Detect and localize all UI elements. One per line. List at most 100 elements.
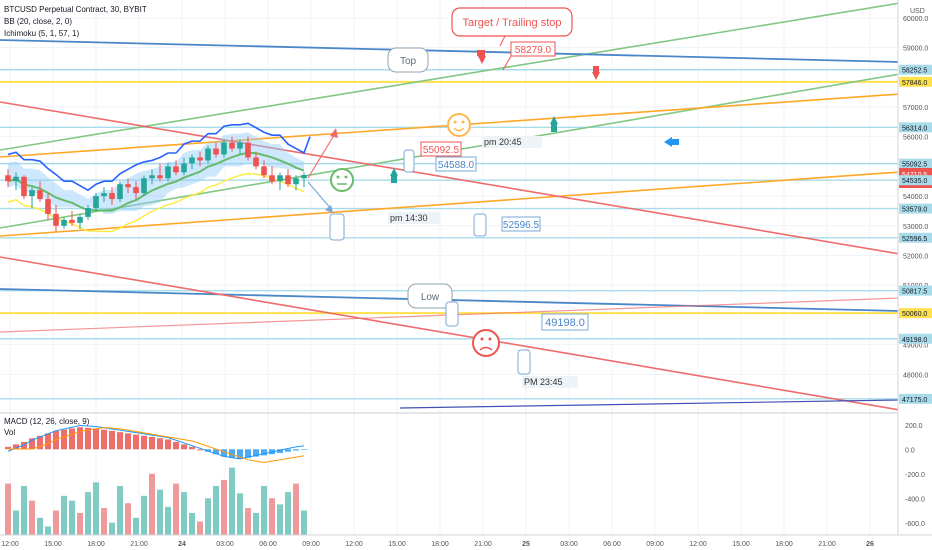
low-callout: [407, 283, 453, 309]
time-tick-label: 09:00: [302, 541, 320, 548]
time-tick-label: 18:00: [431, 541, 449, 548]
time-tick-label: 12:00: [345, 541, 363, 548]
candle-body: [37, 190, 43, 200]
time-tick-label: 09:00: [646, 541, 664, 548]
macd-histogram-bar: [293, 449, 299, 451]
label-52596: [501, 216, 541, 232]
price-tick-label: 60000.0: [903, 16, 928, 23]
volume-bar: [13, 510, 19, 535]
volume-bar: [5, 483, 11, 535]
candle-body: [5, 175, 11, 182]
macd-pane: [5, 425, 307, 535]
level-price-tag: [899, 122, 932, 133]
up-arrow-icon: [550, 116, 558, 124]
volume-bar: [181, 492, 187, 535]
candle-body: [213, 148, 219, 155]
macd-histogram-bar: [85, 427, 91, 450]
candle-body: [117, 184, 123, 200]
macd-tick-label: 0.0: [905, 447, 915, 454]
candle-body: [61, 219, 67, 226]
macd-histogram-bar: [21, 441, 27, 450]
time-tick-label: 12:00: [1, 541, 19, 548]
volume-bar: [45, 526, 51, 535]
macd-tick-label: -600.0: [905, 521, 925, 528]
candle-body: [77, 216, 83, 223]
volume-bar: [133, 517, 139, 535]
volume-bar: [205, 498, 211, 535]
macd-tick-label: 200.0: [905, 423, 923, 430]
level-price-label: 52596.5: [902, 236, 927, 243]
level-price-label: 53579.0: [902, 207, 927, 214]
volume-bar: [69, 500, 75, 535]
candle-body: [285, 175, 291, 185]
candle-body: [29, 190, 35, 197]
candle-body: [93, 196, 99, 208]
volume-bar: [245, 508, 251, 535]
signal-line: [8, 426, 305, 464]
macd-histogram-bar: [37, 435, 43, 450]
candle-body: [253, 157, 259, 167]
time-tick-label: 18:00: [775, 541, 793, 548]
candle-body: [125, 184, 131, 188]
price-tick-label: 54000.0: [903, 194, 928, 201]
grid: [0, 0, 898, 535]
hand-pointer-icon: [473, 213, 487, 237]
time-tick-label: 15:00: [44, 541, 62, 548]
macd-histogram-bar: [29, 438, 35, 450]
candle-body: [173, 166, 179, 173]
volume-bar: [165, 506, 171, 535]
macd-histogram-bar: [237, 449, 243, 460]
macd-tick-label: -400.0: [905, 496, 925, 503]
macd-legend: MACD (12, 26, close, 9) Vol: [4, 416, 89, 438]
volume-bar: [261, 486, 267, 535]
volume-bar: [53, 510, 59, 535]
red-line-lower: [0, 256, 901, 411]
candle-body: [13, 176, 19, 182]
level-price-tag: [899, 393, 932, 404]
volume-bar: [301, 510, 307, 535]
svg-text:Low: Low: [421, 292, 440, 303]
candle-body: [149, 175, 155, 179]
volume-bar: [117, 486, 123, 535]
level-price-label: 47175.0: [902, 397, 927, 404]
candle-body: [109, 193, 115, 200]
candle-body: [189, 157, 195, 164]
time-tick-label: 18:00: [87, 541, 105, 548]
volume-bar: [93, 482, 99, 535]
svg-text:55092.5: 55092.5: [423, 145, 460, 156]
candle-body: [293, 178, 299, 185]
level-price-label: 54535.0: [902, 178, 927, 185]
macd-tick-label: -200.0: [905, 472, 925, 479]
macd-histogram-bar: [213, 449, 219, 455]
macd-histogram-bar: [133, 434, 139, 450]
price-tick-label: 53000.0: [903, 224, 928, 231]
level-price-label: 58252.5: [902, 68, 927, 75]
volume-bar: [293, 483, 299, 535]
time-tick-label: 21:00: [130, 541, 148, 548]
macd-legend-label: MACD (12, 26, close, 9): [4, 417, 90, 426]
macd-histogram-bar: [117, 432, 123, 450]
level-price-label: 57846.0: [902, 80, 927, 87]
macd-histogram-bar: [221, 449, 227, 457]
svg-text:pm 14:30: pm 14:30: [390, 213, 428, 223]
level-price-label: 50060.0: [902, 311, 927, 318]
level-price-tag: [899, 158, 932, 169]
candle-body: [229, 142, 235, 149]
label-49198: [541, 313, 589, 331]
volume-bar: [229, 467, 235, 535]
volume-bar: [149, 473, 155, 535]
volume-bar: [269, 498, 275, 535]
level-price-tag: [899, 232, 932, 243]
candle-body: [21, 176, 27, 197]
svg-text:pm 20:45: pm 20:45: [484, 137, 522, 147]
candle-body: [157, 175, 163, 179]
candle-body: [221, 142, 227, 155]
candle-body: [277, 175, 283, 182]
macd-histogram-bar: [165, 439, 171, 450]
red-line-upper: [0, 101, 901, 255]
time-tick-label: 21:00: [474, 541, 492, 548]
navy-line-bottom: [399, 399, 901, 409]
volume-bar: [77, 512, 83, 535]
volume-bar: [21, 486, 27, 535]
